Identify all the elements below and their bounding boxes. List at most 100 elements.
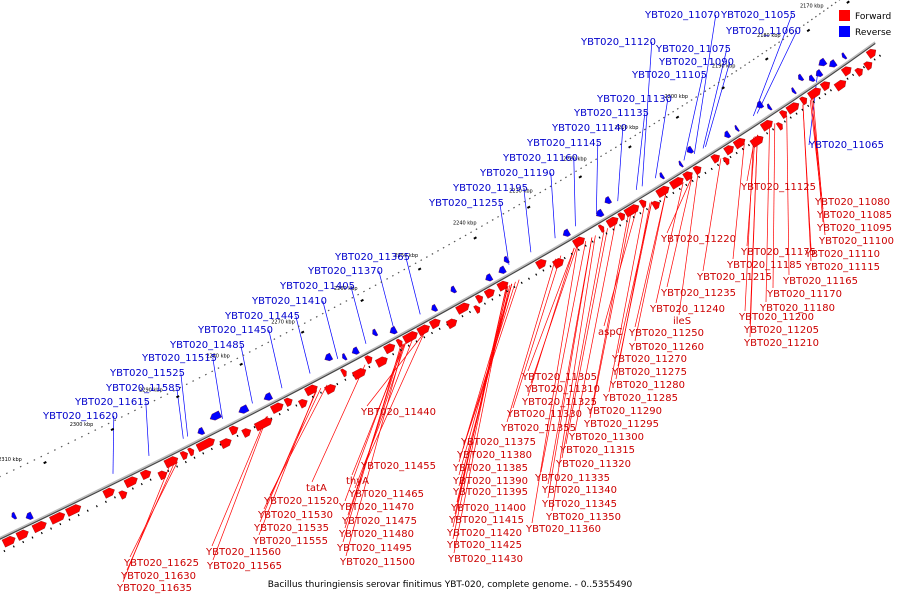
forward-gene [374, 356, 388, 368]
forward-gene [597, 224, 605, 233]
scale-tick-mark [658, 119, 661, 122]
scale-major-mark [846, 0, 850, 4]
forward-leader-line [765, 126, 770, 303]
reverse-gene-label: YBT020_11130 [596, 94, 672, 105]
reverse-gene-label: YBT020_11525 [109, 368, 185, 379]
scale-tick-label: 2190 kbp [712, 63, 736, 69]
forward-gene-label: YBT020_11205 [743, 325, 819, 336]
reverse-gene [11, 511, 18, 520]
inner-tick-mark [86, 509, 89, 512]
reverse-gene [238, 404, 250, 414]
inner-tick-mark [665, 195, 668, 199]
reverse-gene [686, 145, 695, 154]
scale-tick-mark [544, 188, 547, 191]
scale-major-mark [239, 362, 243, 366]
reverse-gene [604, 196, 613, 205]
inner-tick-mark [818, 96, 821, 100]
scale-tick-mark [794, 29, 797, 32]
scale-tick-label: 2290 kbp [139, 387, 163, 393]
forward-leader-line [122, 465, 170, 583]
inner-tick-mark [319, 391, 322, 394]
scale-tick-mark [708, 87, 711, 90]
inner-tick-mark [430, 331, 433, 335]
inner-tick-mark [461, 315, 464, 318]
reverse-gene-label: YBT020_11070 [644, 10, 720, 21]
scale-tick-mark [830, 4, 833, 7]
scale-tick-mark [321, 312, 324, 315]
scale-tick-mark [453, 240, 456, 243]
forward-gene [253, 417, 273, 432]
scale-major-mark [806, 28, 811, 33]
inner-tick-mark [747, 143, 750, 147]
inner-tick-mark [311, 395, 314, 399]
forward-gene-label: YBT020_11555 [252, 536, 328, 547]
legend-swatch-forward [839, 10, 850, 21]
scale-tick-mark [236, 357, 239, 360]
inner-tick-mark [873, 58, 876, 61]
forward-gene-label: YBT020_11520 [263, 496, 339, 507]
inner-tick-mark [549, 265, 552, 268]
scale-tick-mark [297, 325, 300, 328]
reverse-gene [734, 124, 740, 132]
inner-tick-mark [236, 434, 239, 438]
scale-ticks: 2170 kbp 2180 kbp 2190 kbp 2200 kbp 2210 kbp… [0, 0, 882, 553]
inner-tick-mark [40, 531, 43, 535]
inner-tick-mark [632, 216, 635, 219]
inner-tick-mark [483, 302, 486, 305]
scale-tick-mark [609, 149, 612, 152]
forward-gene-label: YBT020_11315 [559, 445, 635, 456]
forward-gene-label: YBT020_11100 [818, 236, 894, 247]
inner-tick-mark [678, 187, 681, 191]
forward-gene-label: YBT020_11430 [447, 554, 523, 565]
scale-tick-mark [735, 69, 738, 72]
scale-major-mark [360, 298, 364, 303]
reverse-leader-line [683, 74, 704, 161]
scale-tick-mark [534, 194, 536, 197]
forward-gene-label: YBT020_11320 [555, 459, 631, 470]
scale-tick-mark [420, 259, 423, 262]
scale-tick-mark [502, 212, 505, 215]
scale-tick-mark [739, 67, 742, 69]
forward-leader-line [258, 390, 317, 536]
scale-tick-mark [475, 228, 478, 231]
scale-tick-mark [386, 278, 389, 280]
forward-leader-line [453, 286, 508, 554]
inner-tick-mark [520, 281, 523, 285]
scale-tick-mark [217, 367, 220, 369]
scale-tick-label: 2300 kbp [70, 422, 94, 428]
gene-features [1, 48, 877, 548]
forward-gene [15, 529, 29, 541]
reverse-leader-line [240, 344, 253, 404]
scale-tick-mark [600, 155, 603, 158]
scale-tick-mark [380, 281, 383, 283]
forward-gene-label: YBT020_11330 [506, 409, 582, 420]
scale-tick-mark [459, 237, 462, 240]
scale-tick-mark [518, 203, 521, 206]
scale-tick-mark [198, 376, 201, 379]
reverse-leader-line [112, 415, 115, 474]
forward-gene [473, 305, 481, 314]
scale-tick-mark [667, 113, 670, 116]
scale-tick-mark [134, 409, 136, 412]
scale-tick-mark [345, 300, 348, 302]
scale-tick-mark [570, 173, 572, 176]
forward-leader-line [812, 97, 826, 236]
forward-gene-label: YBT020_11340 [541, 485, 617, 496]
inner-tick-mark [131, 487, 134, 490]
reverse-gene [596, 208, 605, 218]
scale-major-mark [175, 395, 180, 399]
inner-tick-mark [584, 244, 587, 247]
forward-leader-line [354, 338, 413, 489]
forward-gene-label: YBT020_11535 [253, 523, 329, 534]
forward-gene-label: YBT020_11560 [205, 547, 281, 558]
reverse-gene [818, 57, 828, 67]
scale-tick-mark [74, 439, 77, 441]
scale-major-mark [578, 175, 583, 179]
forward-leader-line [678, 172, 699, 316]
forward-leader-line [212, 415, 268, 561]
label-leader-lines [112, 14, 826, 583]
forward-gene-label: YBT020_11180 [759, 303, 835, 314]
forward-gene [535, 259, 547, 270]
scale-tick-mark [242, 354, 245, 357]
scale-tick-mark [826, 7, 829, 10]
